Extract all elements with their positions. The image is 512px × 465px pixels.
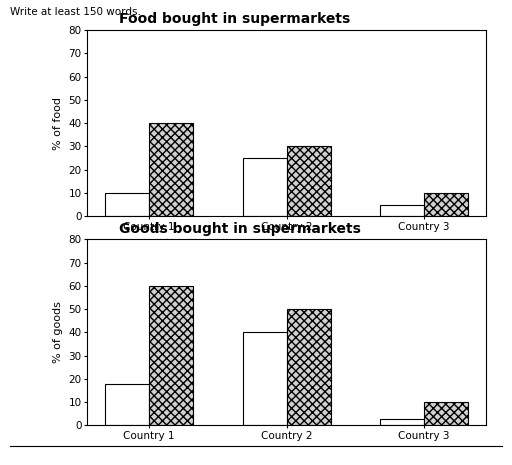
Text: Goods bought in supermarkets: Goods bought in supermarkets xyxy=(119,221,361,236)
Bar xyxy=(149,286,193,425)
Bar xyxy=(424,402,468,425)
Bar xyxy=(105,193,149,216)
Bar xyxy=(287,146,331,216)
Bar xyxy=(424,193,468,216)
Bar xyxy=(287,309,331,425)
Text: Write at least 150 words.: Write at least 150 words. xyxy=(10,7,141,17)
Bar xyxy=(380,418,424,425)
Y-axis label: % of goods: % of goods xyxy=(53,301,63,364)
Text: Food bought in supermarkets: Food bought in supermarkets xyxy=(119,12,350,27)
Bar xyxy=(243,158,287,216)
Bar xyxy=(243,332,287,425)
Bar xyxy=(149,123,193,216)
Bar xyxy=(380,205,424,216)
Bar xyxy=(105,384,149,425)
Y-axis label: % of food: % of food xyxy=(53,97,63,150)
